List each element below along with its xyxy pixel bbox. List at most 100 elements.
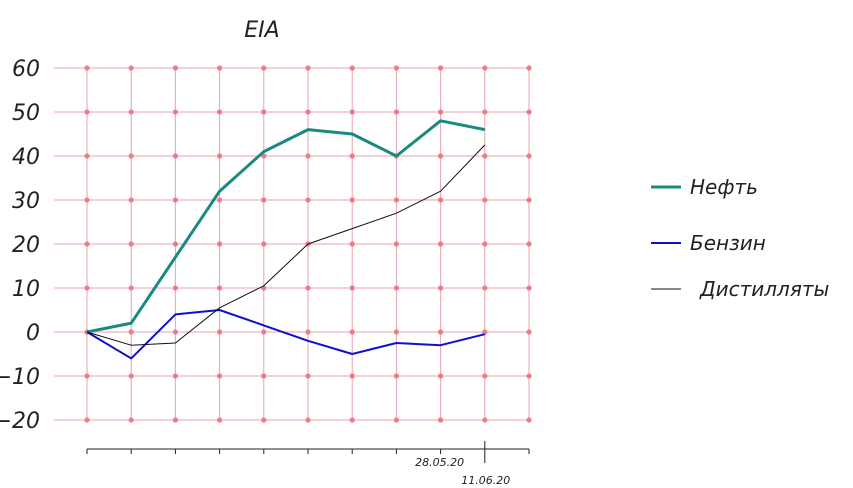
grid-dot [128, 285, 134, 291]
grid-dot [261, 241, 267, 247]
grid-dot [261, 109, 267, 115]
grid [54, 67, 530, 421]
grid-dot [217, 373, 223, 379]
grid-dot [526, 153, 532, 159]
grid-dot [526, 417, 532, 423]
grid-dot [217, 241, 223, 247]
grid-dot [84, 373, 90, 379]
series-line [86, 119, 486, 334]
grid-dot [261, 65, 267, 71]
grid-dot [305, 329, 311, 335]
grid-dot [172, 109, 178, 115]
grid-dot [482, 109, 488, 115]
grid-dot [482, 65, 488, 71]
series-line [86, 144, 486, 346]
grid-dot [438, 65, 444, 71]
grid-dot [349, 285, 355, 291]
grid-dot [84, 65, 90, 71]
grid-dot [84, 109, 90, 115]
grid-dot [217, 417, 223, 423]
grid-dot [305, 373, 311, 379]
grid-dot [261, 417, 267, 423]
grid-dot [217, 109, 223, 115]
grid-dot [438, 329, 444, 335]
x-tick-label: 11.06.20 [461, 474, 510, 484]
grid-dot [305, 417, 311, 423]
grid-dot [482, 285, 488, 291]
grid-dot [217, 329, 223, 335]
grid-dot [172, 65, 178, 71]
y-tick-label: 60 [12, 57, 40, 82]
grid-dots [84, 65, 532, 423]
grid-dot [393, 329, 399, 335]
grid-dot [393, 109, 399, 115]
grid-dot [128, 65, 134, 71]
legend-label: Бензин [690, 231, 766, 255]
grid-dot [172, 241, 178, 247]
grid-dot [349, 109, 355, 115]
grid-dot [349, 417, 355, 423]
grid-dot [482, 153, 488, 159]
x-axis: 28.05.20 11.06.20 [86, 441, 530, 487]
grid-dot [526, 241, 532, 247]
grid-dot [438, 241, 444, 247]
grid-dot [261, 197, 267, 203]
grid-dot [172, 373, 178, 379]
grid-dot [128, 241, 134, 247]
grid-dot [393, 285, 399, 291]
grid-dot [84, 197, 90, 203]
grid-dot [172, 417, 178, 423]
grid-dot [305, 197, 311, 203]
grid-dot [84, 153, 90, 159]
legend: Нефть Бензин Дистилляты [651, 175, 829, 301]
grid-dot [305, 153, 311, 159]
grid-dot [393, 65, 399, 71]
grid-dot [84, 241, 90, 247]
grid-dot [217, 65, 223, 71]
grid-dot [261, 373, 267, 379]
grid-dot [438, 109, 444, 115]
grid-dot [482, 241, 488, 247]
grid-dot [438, 373, 444, 379]
grid-dot [305, 65, 311, 71]
grid-dot [172, 329, 178, 335]
grid-dot [217, 197, 223, 203]
grid-dot [526, 197, 532, 203]
grid-dot [128, 329, 134, 335]
y-tick-label: 50 [12, 101, 40, 126]
grid-dot [217, 285, 223, 291]
grid-dot [128, 153, 134, 159]
grid-dot [128, 109, 134, 115]
y-tick-label: −20 [0, 409, 40, 434]
grid-dot [349, 329, 355, 335]
grid-dot [349, 65, 355, 71]
grid-dot [349, 197, 355, 203]
legend-label: Дистилляты [699, 277, 829, 301]
y-tick-label: −10 [0, 365, 40, 390]
y-tick-label: 0 [26, 321, 40, 346]
series-lines [86, 119, 486, 360]
grid-dot [305, 285, 311, 291]
grid-dot [349, 373, 355, 379]
y-tick-label: 10 [12, 277, 40, 302]
grid-dot [393, 197, 399, 203]
grid-dot [305, 109, 311, 115]
y-tick-label: 30 [12, 189, 40, 214]
grid-dot [482, 417, 488, 423]
grid-dot [261, 329, 267, 335]
grid-dot [438, 197, 444, 203]
grid-dot [349, 241, 355, 247]
grid-dot [393, 417, 399, 423]
grid-dot [482, 373, 488, 379]
grid-dot [526, 373, 532, 379]
grid-dot [393, 241, 399, 247]
grid-dot [128, 417, 134, 423]
grid-dot [482, 197, 488, 203]
y-axis: 60 50 40 30 20 10 0 −10 −20 [0, 57, 40, 434]
grid-dot [84, 285, 90, 291]
grid-dot [84, 417, 90, 423]
grid-dot [172, 197, 178, 203]
grid-dot [526, 109, 532, 115]
